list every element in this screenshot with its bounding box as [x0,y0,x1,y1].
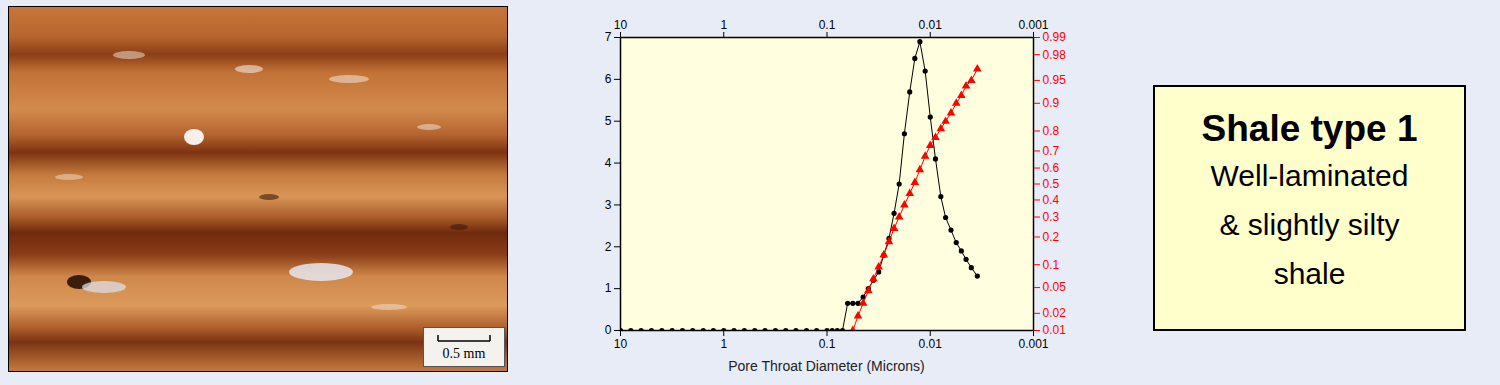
html-text:shale: shale [1273,257,1346,290]
svg-text:0.01: 0.01 [919,18,943,32]
svg-text:0.3: 0.3 [1043,210,1060,224]
svg-text:4: 4 [605,156,612,170]
svg-text:0.1: 0.1 [819,18,836,32]
svg-text:0.95: 0.95 [1043,73,1067,87]
svg-text:5: 5 [605,114,612,128]
svg-text:0.5: 0.5 [1043,177,1060,191]
svg-text:1: 1 [720,337,727,351]
svg-text:6: 6 [605,72,612,86]
html-text:Shale type 1: Shale type 1 [1201,108,1418,149]
html-text:& slightly silty: & slightly silty [1219,208,1400,241]
svg-text:0.02: 0.02 [1043,306,1067,320]
svg-text:0.7: 0.7 [1043,144,1060,158]
svg-text:7: 7 [605,30,612,44]
svg-text:0.05: 0.05 [1043,280,1067,294]
svg-text:10: 10 [614,337,628,351]
svg-text:0.01: 0.01 [1043,323,1067,337]
svg-text:0.1: 0.1 [819,337,836,351]
svg-text:0.01: 0.01 [919,337,943,351]
svg-text:0.98: 0.98 [1043,48,1067,62]
svg-text:0.4: 0.4 [1043,193,1060,207]
svg-text:0.6: 0.6 [1043,161,1060,175]
html-text:0.5 mm: 0.5 mm [442,346,486,361]
svg-text:0.99: 0.99 [1043,30,1067,44]
svg-text:0: 0 [605,323,612,337]
svg-text:3: 3 [605,198,612,212]
html-text:Pore Throat Diameter (Microns): Pore Throat Diameter (Microns) [728,358,925,374]
svg-text:0.2: 0.2 [1043,230,1060,244]
svg-text:0.9: 0.9 [1043,96,1060,110]
html-text:Well-laminated: Well-laminated [1210,159,1409,192]
svg-text:0.1: 0.1 [1043,258,1060,272]
svg-text:0.001: 0.001 [1018,17,1049,32]
svg-text:0.001: 0.001 [1018,337,1048,351]
svg-text:10: 10 [614,18,628,32]
svg-text:2: 2 [605,240,612,254]
svg-text:1: 1 [720,18,727,32]
svg-text:1: 1 [605,281,612,295]
svg-text:0.8: 0.8 [1043,124,1060,138]
